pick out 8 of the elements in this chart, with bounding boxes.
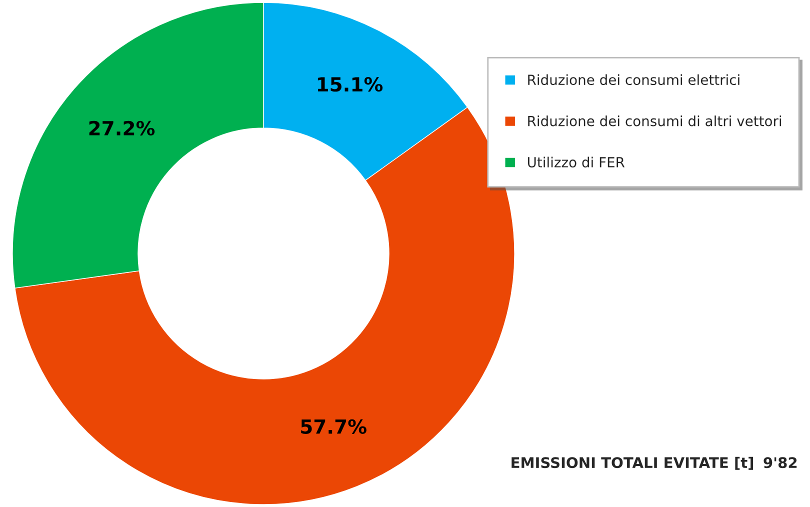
legend-label: Riduzione dei consumi di altri vettori bbox=[528, 116, 782, 126]
legend-label: Riduzione dei consumi elettrici bbox=[528, 74, 740, 86]
text: 9'82 bbox=[764, 457, 797, 468]
data-label: 27.2% bbox=[89, 120, 155, 136]
data-label: 57.7% bbox=[301, 419, 366, 434]
text: EMISSIONI TOTALI EVITATE [t] bbox=[512, 456, 754, 470]
legend-label: Utilizzo di FER bbox=[528, 156, 625, 168]
data-label: 15.1% bbox=[318, 76, 383, 92]
